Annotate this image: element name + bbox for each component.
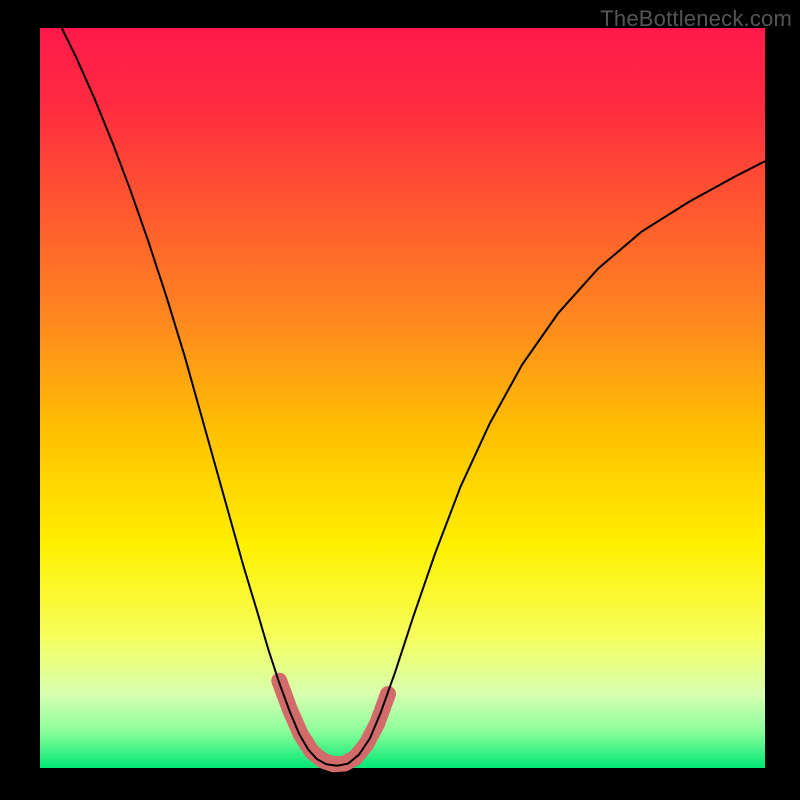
watermark-text: TheBottleneck.com: [600, 6, 792, 32]
chart-container: TheBottleneck.com: [0, 0, 800, 800]
bottleneck-chart: [0, 0, 800, 800]
plot-background: [40, 28, 765, 768]
